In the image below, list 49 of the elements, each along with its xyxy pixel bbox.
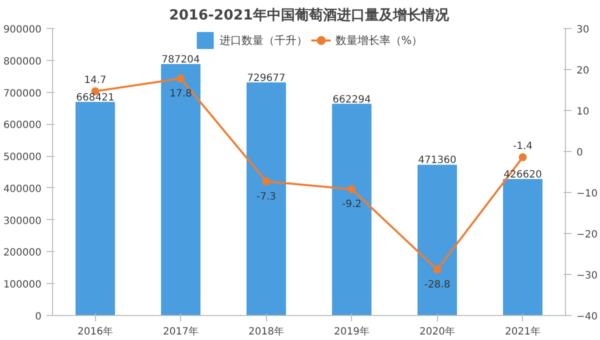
x-tick-label: 2016年: [78, 326, 113, 338]
bar: [161, 64, 200, 316]
y2-tick-label: −10: [576, 188, 598, 200]
y-tick-label: 500000: [3, 152, 42, 164]
y2-tick-label: −30: [576, 270, 598, 282]
data-label: 17.8: [170, 88, 192, 100]
point: [348, 185, 356, 194]
x-tick-label: 2019年: [334, 326, 370, 338]
x-tick-label: 2021年: [505, 326, 540, 338]
y-tick-label: 300000: [3, 216, 42, 227]
data-label: -28.8: [424, 280, 450, 291]
point: [262, 177, 270, 186]
y2-tick-label: −20: [576, 230, 598, 240]
point: [518, 153, 527, 162]
x-tick-label: 2018年: [248, 326, 284, 338]
y2-tick-label: 10: [576, 106, 590, 118]
bar: [246, 82, 286, 316]
y2-tick-label: 30: [576, 24, 590, 36]
point: [176, 74, 185, 83]
data-label: 668421: [76, 92, 114, 104]
y-tick-label: 800000: [3, 56, 42, 68]
data-label: -7.3: [256, 191, 276, 202]
point: [433, 266, 442, 274]
y2-tick-label: 0: [576, 148, 583, 158]
bar: [76, 102, 115, 316]
bar: [332, 104, 372, 316]
y-tick-label: 0: [35, 312, 42, 322]
y2-tick-label: −40: [576, 312, 598, 322]
data-label: -1.4: [512, 141, 533, 152]
data-label: 14.7: [84, 75, 106, 86]
x-tick-label: 2017年: [163, 326, 198, 338]
y2-tick-label: 20: [576, 66, 590, 76]
data-label: 662294: [332, 94, 371, 106]
y-tick-label: 700000: [3, 88, 42, 100]
legend-label: 进口数量（千升）: [219, 32, 308, 48]
data-label: 787204: [162, 54, 200, 66]
y-tick-label: 100000: [3, 280, 42, 291]
chart-title: 2016-2021年中国葡萄酒进口量及增长情况: [169, 8, 450, 24]
bar: [503, 178, 542, 316]
data-label: -9.2: [342, 199, 362, 210]
y-tick-label: 400000: [3, 184, 42, 195]
y-tick-label: 900000: [3, 24, 42, 36]
data-label: 471360: [418, 155, 456, 166]
y-tick-label: 600000: [3, 120, 42, 132]
legend-label: 数量增长率（%）: [335, 32, 423, 48]
y-tick-label: 200000: [3, 248, 42, 259]
x-tick-label: 2020年: [420, 326, 455, 338]
data-label: 729677: [247, 72, 286, 84]
bar: [418, 164, 457, 316]
